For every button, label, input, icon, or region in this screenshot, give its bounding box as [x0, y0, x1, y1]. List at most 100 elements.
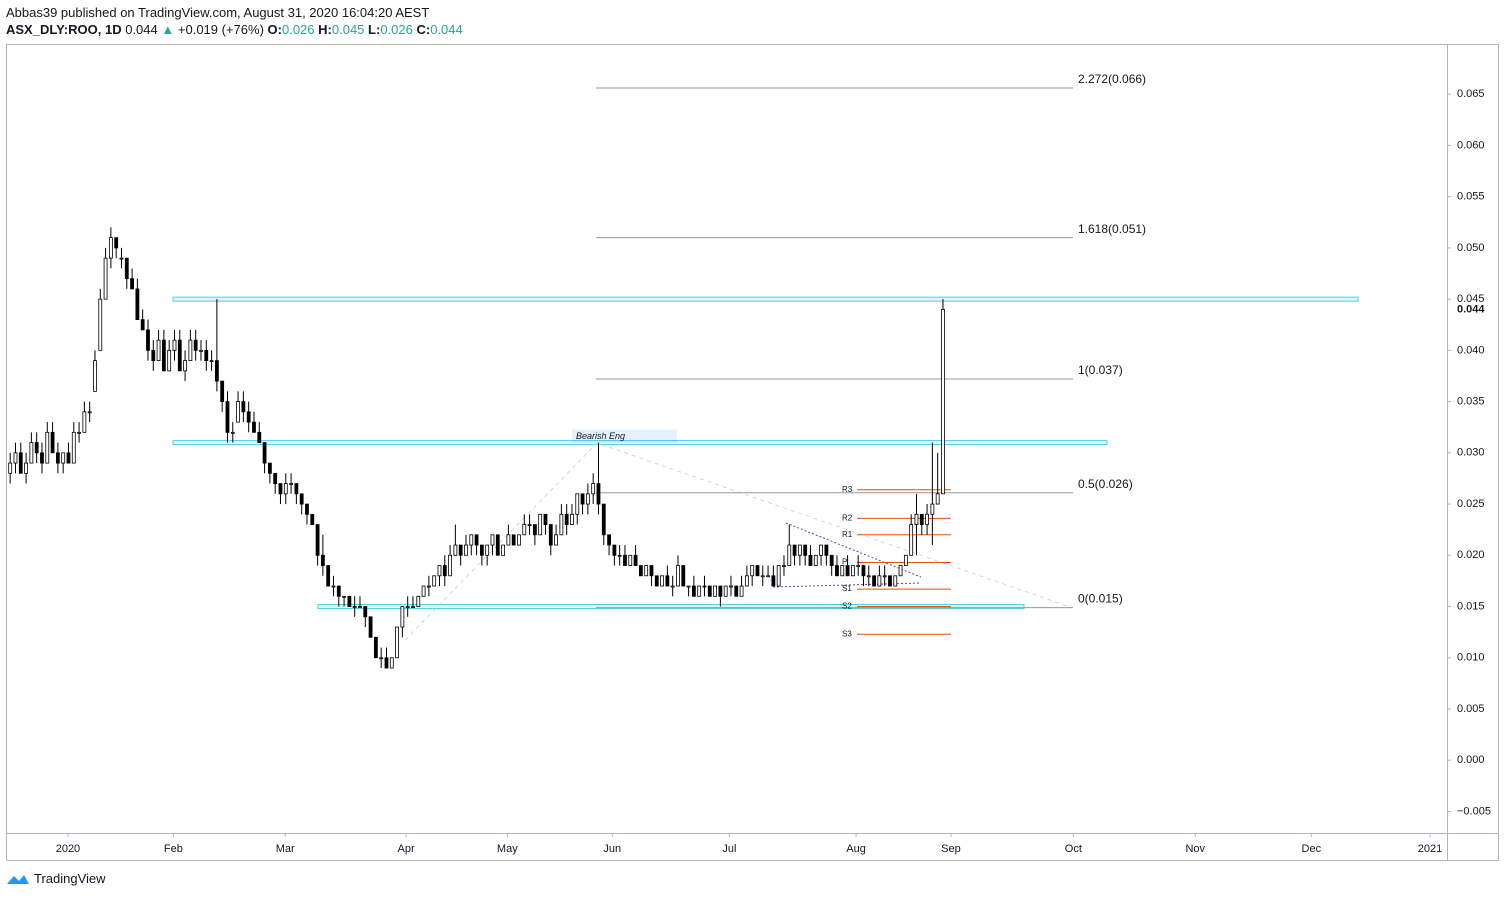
candle-body — [850, 565, 855, 577]
candle-body — [803, 544, 808, 556]
candle-body — [750, 565, 755, 577]
candle-body — [294, 483, 299, 495]
candle-body — [34, 442, 39, 454]
candle-body — [474, 534, 479, 546]
candle-body — [543, 513, 548, 525]
candle-body — [161, 339, 166, 372]
candle-body — [278, 483, 283, 495]
candle-body — [299, 493, 304, 505]
candle-body — [61, 452, 66, 464]
candle-body — [612, 544, 617, 556]
x-tick-label: 2021 — [1418, 843, 1442, 855]
candle-body — [416, 595, 421, 607]
candle-body — [941, 308, 945, 495]
symbol-line: ASX_DLY:ROO, 1D 0.044 ▲ +0.019 (+76%) O:… — [6, 22, 463, 37]
candle-body — [87, 411, 92, 414]
candle-body — [453, 544, 458, 556]
annotation: Bearish Eng — [576, 431, 625, 441]
y-tick-label: 0.015 — [1457, 600, 1485, 612]
candle-body — [623, 554, 627, 566]
candle-body — [29, 442, 34, 464]
candle-body — [230, 431, 235, 434]
candle-body — [628, 554, 633, 566]
candle-body — [517, 534, 521, 546]
y-tick-label: 0.020 — [1457, 549, 1485, 561]
zone — [317, 604, 1025, 610]
candle-body — [55, 452, 60, 464]
high: 0.045 — [331, 22, 365, 37]
candle-body — [676, 565, 680, 587]
candle-body — [262, 442, 267, 464]
candle-body — [289, 483, 293, 485]
zone — [172, 296, 1359, 302]
candle-body — [432, 575, 437, 587]
candle-body — [283, 483, 288, 495]
candle-body — [570, 513, 574, 525]
candle-body — [866, 575, 871, 578]
candle-body — [426, 585, 431, 588]
candle-body — [681, 565, 686, 587]
y-tick-label: 0.045 — [1457, 293, 1485, 305]
candle-body — [246, 411, 251, 423]
candle-body — [665, 575, 670, 587]
candle-body — [485, 544, 490, 556]
candle-body — [177, 339, 182, 372]
candle-body — [220, 380, 225, 402]
candle-body — [564, 513, 569, 525]
candle-body — [8, 462, 13, 474]
candle-body — [479, 544, 484, 556]
candle-body — [601, 503, 606, 536]
candle-body — [495, 534, 500, 556]
candle-body — [448, 554, 452, 577]
zigzag — [404, 442, 1071, 641]
x-tick-label: Apr — [398, 843, 415, 855]
candle-body — [119, 257, 124, 260]
candle-body — [103, 257, 108, 300]
candle-body — [580, 493, 585, 505]
x-tick-label: Mar — [276, 843, 295, 855]
candle-body — [267, 462, 272, 474]
y-tick-label: 0.055 — [1457, 191, 1485, 203]
candle-body — [421, 585, 426, 597]
candle-body — [506, 534, 511, 546]
candle-body — [193, 339, 198, 351]
triangle-top — [785, 522, 922, 578]
candle-body — [782, 565, 786, 567]
x-tick-label: May — [497, 843, 518, 855]
pivot-label: S2 — [842, 602, 852, 611]
candle-body — [877, 575, 882, 587]
y-tick-label: 0.000 — [1457, 754, 1485, 766]
candle-body — [919, 513, 924, 525]
candle-body — [320, 554, 325, 566]
candle-body — [257, 431, 262, 443]
candle-body — [172, 339, 177, 351]
candle-body — [71, 431, 76, 464]
candle-body — [654, 575, 659, 587]
candle-body — [633, 554, 638, 566]
y-tick-label: 0.065 — [1457, 88, 1485, 100]
brand: TradingView — [34, 871, 106, 886]
candle-body — [214, 360, 219, 382]
candle-body — [707, 585, 712, 597]
candle-body — [723, 585, 728, 597]
chart-frame — [6, 44, 1499, 861]
candle-body — [808, 554, 813, 566]
candle-body — [331, 585, 336, 588]
candle-body — [718, 585, 723, 597]
candle-body — [13, 452, 18, 464]
x-tick-label: Aug — [846, 843, 866, 855]
price-tag-label: 0.044 — [1457, 303, 1485, 315]
candle-body — [649, 565, 654, 577]
candle-body — [617, 554, 622, 557]
header: Abbas39 published on TradingView.com, Au… — [6, 4, 463, 38]
candle-body — [24, 462, 28, 474]
candle-body — [596, 483, 601, 505]
low: 0.026 — [380, 22, 413, 37]
candle-body — [501, 544, 505, 556]
x-tick-label: Feb — [164, 843, 183, 855]
pivot-label: S1 — [842, 584, 852, 593]
candle-body — [151, 349, 156, 362]
fib-label: 2.272(0.066) — [1078, 72, 1146, 86]
last: 0.044 — [125, 22, 158, 37]
candle-body — [607, 534, 611, 546]
